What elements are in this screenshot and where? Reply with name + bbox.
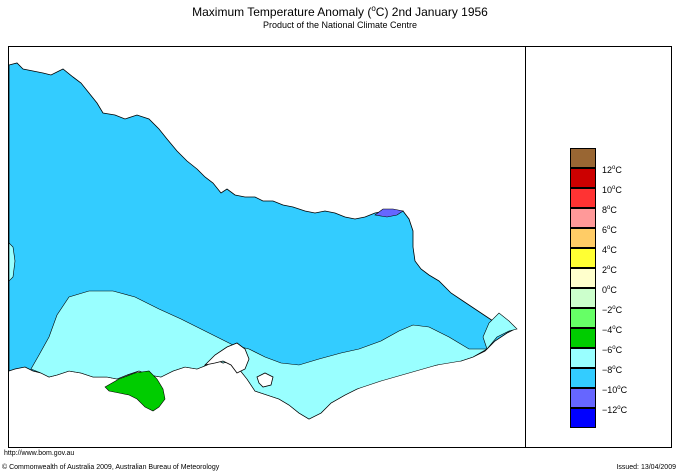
- legend-label: 0oC: [602, 285, 617, 295]
- legend-label: 4oC: [602, 245, 617, 255]
- legend-swatch: [570, 248, 596, 268]
- map-frame: [8, 46, 672, 448]
- legend-label: 12oC: [602, 165, 622, 175]
- legend-swatch: [570, 408, 596, 428]
- legend-label: 2oC: [602, 265, 617, 275]
- western-port: [256, 372, 274, 388]
- source-url: http://www.bom.gov.au: [4, 450, 75, 457]
- copyright-notice: © Commonwealth of Australia 2009, Austra…: [2, 464, 220, 471]
- region-minus-8-west: [9, 242, 16, 282]
- legend-label: 8oC: [602, 205, 617, 215]
- map-subtitle: Product of the National Climate Centre: [262, 20, 418, 30]
- legend-label: −6oC: [602, 345, 623, 355]
- legend-swatch: [570, 348, 596, 368]
- legend-swatch: [570, 228, 596, 248]
- legend-label: 6oC: [602, 225, 617, 235]
- issued-date: Issued: 13/04/2009: [616, 464, 676, 471]
- port-phillip-bay: [203, 342, 250, 374]
- legend-swatch: [570, 268, 596, 288]
- region-minus-12: [374, 208, 404, 218]
- map-title: Maximum Temperature Anomaly (oC) 2nd Jan…: [192, 4, 488, 19]
- victoria-anomaly-map: [9, 62, 518, 420]
- legend-label: 10oC: [602, 185, 622, 195]
- legend-swatch: [570, 208, 596, 228]
- legend-swatch: [570, 308, 596, 328]
- legend-swatch: [570, 368, 596, 388]
- legend-label: −10oC: [602, 385, 628, 395]
- legend-label: −8oC: [602, 365, 623, 375]
- legend-swatch: [570, 328, 596, 348]
- legend-swatch: [570, 188, 596, 208]
- legend-swatch: [570, 388, 596, 408]
- region-minus-6: [104, 370, 166, 412]
- legend-label: −12oC: [602, 405, 628, 415]
- legend-label: −2oC: [602, 305, 623, 315]
- legend-divider: [525, 46, 526, 448]
- legend-label: −4oC: [602, 325, 623, 335]
- legend-swatch: [570, 168, 596, 188]
- legend-swatch: [570, 148, 596, 168]
- legend-swatch: [570, 288, 596, 308]
